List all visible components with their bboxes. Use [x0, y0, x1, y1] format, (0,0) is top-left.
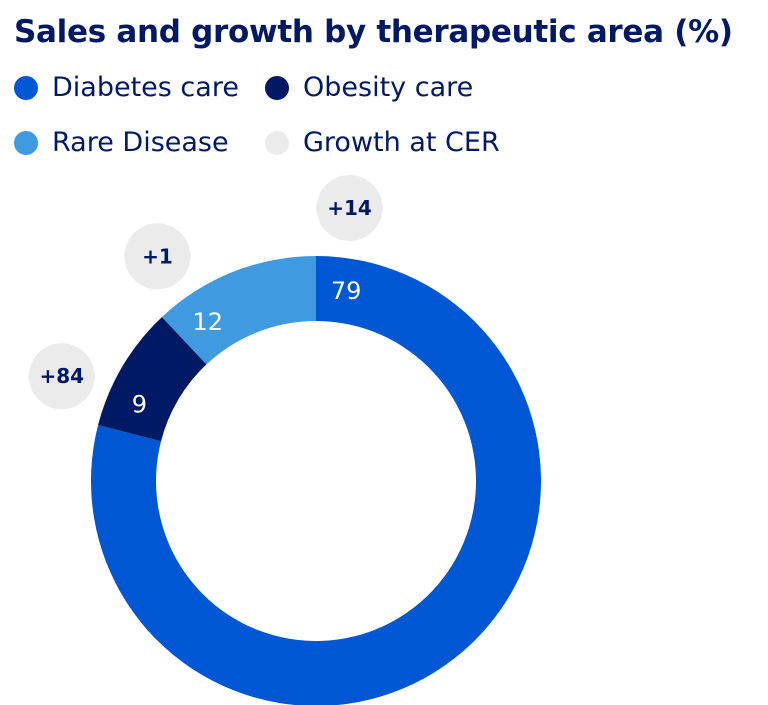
chart-title: Sales and growth by therapeutic area (%): [14, 14, 733, 50]
legend-item-diabetes-care: Diabetes care: [14, 72, 239, 103]
growth-label-obesity-care: +84: [39, 364, 84, 388]
legend-label-growth-at-cer: Growth at CER: [303, 127, 500, 158]
donut-segment-obesity-care: [98, 316, 207, 442]
growth-label-rare-disease: +1: [142, 244, 173, 268]
growth-label-diabetes-care: +14: [327, 196, 372, 220]
value-label-obesity-care: 9: [132, 391, 147, 419]
growth-bubble-rare-disease: [124, 223, 191, 290]
growth-bubble-obesity-care: [28, 343, 95, 410]
legend-swatch-obesity-care: [265, 75, 289, 100]
value-label-diabetes-care: 79: [331, 277, 362, 305]
legend-item-growth-at-cer: Growth at CER: [265, 127, 500, 158]
donut-segment-rare-disease: [161, 256, 316, 365]
legend-item-rare-disease: Rare Disease: [14, 127, 229, 158]
value-label-rare-disease: 12: [193, 308, 224, 336]
legend-label-obesity-care: Obesity care: [303, 72, 474, 103]
legend-swatch-growth-at-cer: [265, 130, 289, 155]
legend-label-diabetes-care: Diabetes care: [52, 72, 239, 103]
growth-bubble-diabetes-care: [316, 175, 383, 242]
legend-swatch-rare-disease: [14, 130, 38, 155]
legend-label-rare-disease: Rare Disease: [52, 127, 229, 158]
legend-item-obesity-care: Obesity care: [265, 72, 473, 103]
legend-swatch-diabetes-care: [14, 75, 38, 100]
